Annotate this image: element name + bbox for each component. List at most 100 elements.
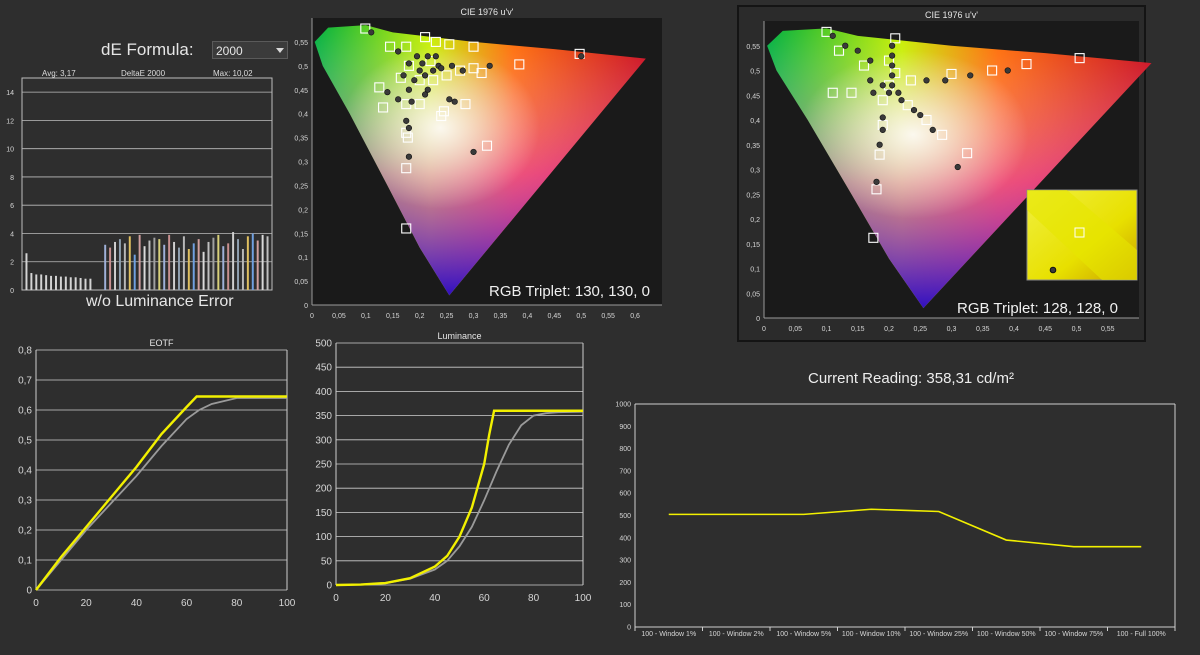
bar [69, 277, 72, 290]
bar [168, 234, 171, 290]
y-tick-label: 350 [315, 411, 332, 422]
bar [64, 276, 67, 290]
target-square [476, 67, 487, 79]
x-tick-label: 0,25 [440, 313, 454, 320]
target-square [890, 33, 901, 44]
y-tick-label: 0,3 [18, 496, 32, 507]
x-tick-label: 100 - Window 75% [1044, 631, 1103, 638]
measured-point [829, 32, 836, 39]
measured-point [405, 153, 413, 160]
x-tick-label: 0,2 [884, 326, 894, 333]
bar [79, 277, 82, 290]
measured-point [438, 65, 445, 72]
plot-frame [21, 77, 273, 291]
target-line [35, 397, 287, 591]
bar [74, 277, 77, 290]
y-tick-label: 0,2 [298, 207, 308, 214]
target-square [987, 65, 998, 76]
y-tick-label: 10 [6, 147, 14, 154]
bar [197, 239, 200, 290]
chevron-down-icon[interactable] [276, 48, 284, 53]
target-square [1074, 53, 1085, 64]
y-tick-label: 400 [315, 387, 332, 398]
x-tick-label: 100 - Window 2% [709, 631, 764, 638]
de-formula-value: 2000 [216, 44, 243, 58]
y-tick-label: 0,05 [746, 291, 760, 298]
x-tick-label: 0,3 [947, 326, 957, 333]
inset-target-square [1074, 227, 1085, 238]
chart-title: EOTF [150, 338, 175, 348]
y-tick-label: 0,25 [294, 183, 308, 190]
x-tick-label: 60 [181, 598, 193, 609]
measured-point [403, 117, 410, 124]
current-reading: Current Reading: 358,31 cd/m² [808, 370, 1014, 387]
target-square [821, 26, 832, 37]
x-tick-label: 0,35 [976, 326, 990, 333]
bar [30, 273, 33, 290]
y-tick-label: 0,45 [294, 88, 308, 95]
x-tick-label: 60 [479, 593, 491, 604]
measured-point [432, 53, 439, 60]
target-square [962, 148, 973, 159]
bar [158, 239, 161, 290]
bar [212, 237, 215, 290]
y-tick-label: 1000 [615, 402, 631, 409]
measured-point [405, 86, 413, 93]
y-tick-label: 0,15 [294, 231, 308, 238]
y-tick-label: 0,45 [746, 93, 760, 100]
measured-point [446, 96, 453, 103]
bar [182, 236, 185, 290]
measured-line [668, 508, 1142, 548]
x-tick-label: 100 - Window 25% [909, 631, 968, 638]
y-tick-label: 0,1 [18, 556, 32, 567]
y-tick-label: 2 [10, 260, 14, 267]
y-tick-label: 700 [619, 468, 631, 475]
x-tick-label: 0 [762, 326, 766, 333]
y-tick-label: 0 [26, 586, 32, 597]
measured-point [486, 62, 493, 69]
bar [143, 246, 146, 290]
y-tick-label: 0,8 [18, 346, 32, 357]
y-tick-label: 600 [619, 491, 631, 498]
x-tick-label: 100 [575, 593, 592, 604]
target-square [378, 102, 389, 113]
measured-point [421, 72, 429, 79]
de-avg-label: Avg: 3,17 [42, 69, 76, 78]
y-tick-label: 0,35 [746, 143, 760, 150]
bar [25, 253, 28, 290]
measured-point [923, 77, 930, 84]
chart-title: Luminance [437, 331, 481, 341]
measured-point [889, 52, 896, 59]
bar [35, 274, 38, 290]
measured-line [335, 409, 583, 587]
y-tick-label: 0,7 [18, 376, 32, 387]
de-formula-select[interactable]: 2000 [212, 41, 288, 59]
bar [222, 246, 225, 290]
y-tick-label: 12 [6, 118, 14, 125]
bar [40, 274, 43, 290]
bar [109, 247, 112, 290]
target-square [868, 232, 879, 243]
x-tick-label: 0,3 [469, 313, 479, 320]
bar [138, 234, 141, 290]
bar [59, 276, 62, 290]
bar [192, 243, 195, 290]
y-tick-label: 150 [315, 508, 332, 519]
y-tick-label: 0,5 [18, 436, 32, 447]
measured-point [929, 126, 936, 133]
target-square [430, 36, 441, 47]
y-tick-label: 900 [619, 424, 631, 431]
de-caption: w/o Luminance Error [86, 293, 234, 310]
measured-line [35, 395, 287, 591]
measured-point [368, 29, 375, 36]
x-tick-label: 100 - Window 50% [977, 631, 1036, 638]
bar [207, 241, 210, 290]
y-tick-label: 450 [315, 363, 332, 374]
x-tick-label: 0,15 [386, 313, 400, 320]
bar [246, 236, 249, 290]
target-square [874, 149, 885, 160]
x-tick-label: 0,4 [523, 313, 533, 320]
target-square [827, 87, 838, 98]
x-tick-label: 0,15 [851, 326, 865, 333]
inset-band [1027, 190, 1137, 280]
